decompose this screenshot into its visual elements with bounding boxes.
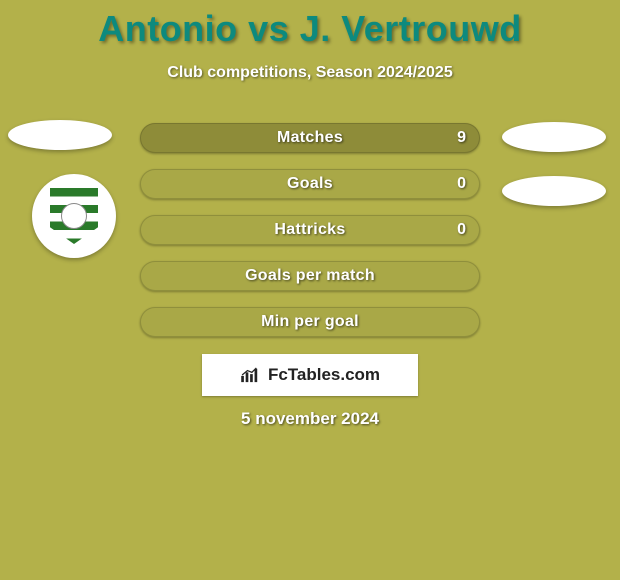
stat-value: 0 <box>457 221 466 239</box>
right-placeholder-ellipse-2 <box>502 176 606 206</box>
left-placeholder-ellipse <box>8 120 112 150</box>
stat-bar-goals-per-match: Goals per match <box>140 261 480 291</box>
stat-label: Goals <box>287 175 333 193</box>
left-team-column <box>8 120 118 258</box>
footer-date: 5 november 2024 <box>241 409 379 429</box>
left-club-badge <box>32 174 116 258</box>
right-team-column <box>502 122 612 230</box>
page-title: Antonio vs J. Vertrouwd <box>0 0 620 50</box>
stat-bars: Matches 9 Goals 0 Hattricks 0 Goals per … <box>140 123 480 353</box>
badge-center-circle <box>61 203 87 229</box>
stat-value: 9 <box>457 129 466 147</box>
stat-bar-matches: Matches 9 <box>140 123 480 153</box>
stat-label: Min per goal <box>261 313 359 331</box>
bar-chart-icon <box>240 367 262 383</box>
right-placeholder-ellipse-1 <box>502 122 606 152</box>
page-subtitle: Club competitions, Season 2024/2025 <box>0 64 620 82</box>
stat-value: 0 <box>457 175 466 193</box>
watermark-text: FcTables.com <box>268 365 380 385</box>
stat-bar-goals: Goals 0 <box>140 169 480 199</box>
stat-bar-hattricks: Hattricks 0 <box>140 215 480 245</box>
stat-label: Matches <box>277 129 343 147</box>
stat-label: Hattricks <box>274 221 345 239</box>
stat-label: Goals per match <box>245 267 375 285</box>
watermark: FcTables.com <box>202 354 418 396</box>
stat-bar-min-per-goal: Min per goal <box>140 307 480 337</box>
